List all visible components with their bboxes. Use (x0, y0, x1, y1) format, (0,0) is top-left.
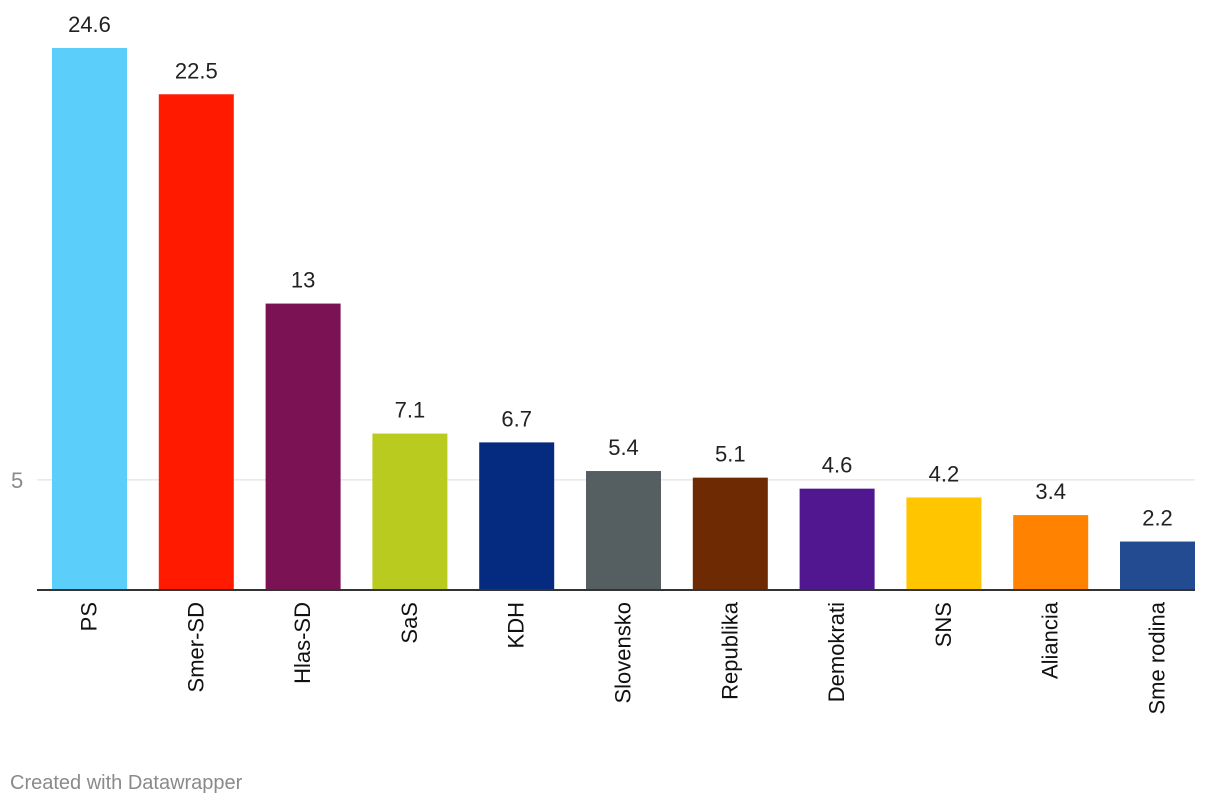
category-label: Republika (717, 601, 742, 700)
value-label: 7.1 (395, 398, 426, 423)
bar-republika (692, 477, 768, 590)
bar-kdh (479, 442, 555, 590)
value-label: 2.2 (1142, 506, 1173, 531)
value-label: 5.1 (715, 442, 746, 467)
value-label: 5.4 (608, 435, 639, 460)
category-label: SNS (931, 602, 956, 647)
y-axis-ticks: 5 (11, 468, 23, 493)
value-label: 13 (291, 268, 315, 293)
category-labels: PS Smer-SD Hlas-SD SaS KDH Slovensko Republika… (77, 601, 1170, 714)
bar-ps (52, 48, 127, 590)
value-label: 6.7 (501, 406, 532, 431)
value-label: 4.2 (929, 461, 960, 486)
value-label: 24.6 (68, 12, 111, 37)
y-tick-label: 5 (11, 468, 23, 493)
bar-aliancia (1013, 515, 1089, 590)
bar-slovensko (586, 471, 661, 590)
bar-sas (372, 433, 448, 590)
category-label: Smer-SD (183, 602, 208, 692)
value-labels: 24.6 22.5 13 7.1 6.7 5.4 5.1 4.6 4.2 3.4 2.2 (68, 12, 1173, 531)
bar-sme-rodina (1120, 541, 1195, 590)
bars (52, 48, 1195, 590)
value-label: 4.6 (822, 453, 853, 478)
datawrapper-credit: Created with Datawrapper (10, 772, 243, 794)
bar-smer-sd (158, 94, 234, 590)
category-label: KDH (504, 602, 529, 648)
bar-hlas-sd (265, 303, 341, 590)
value-label: 3.4 (1035, 479, 1066, 504)
category-label: Sme rodina (1145, 601, 1170, 714)
category-label: Hlas-SD (290, 602, 315, 684)
category-label: SaS (397, 602, 422, 644)
bar-sns (906, 497, 982, 590)
category-label: PS (77, 602, 102, 631)
category-label: Slovensko (611, 602, 636, 704)
value-label: 22.5 (175, 58, 218, 83)
category-label: Demokrati (824, 602, 849, 702)
category-label: Aliancia (1038, 601, 1063, 679)
bar-demokrati (799, 488, 875, 590)
